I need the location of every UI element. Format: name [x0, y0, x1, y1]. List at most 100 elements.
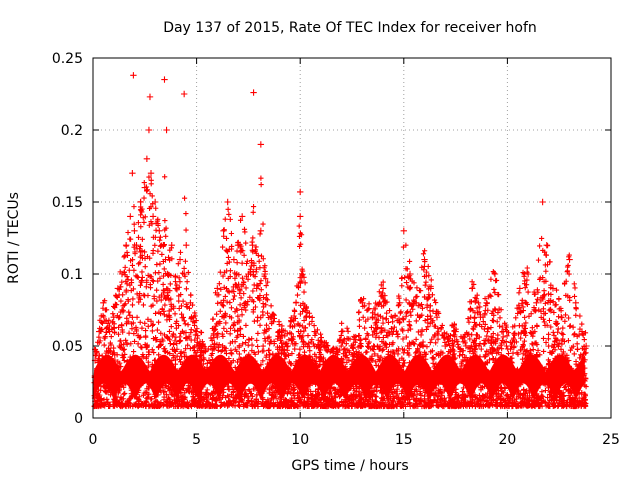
data-point: [114, 285, 122, 292]
data-point: [172, 285, 180, 292]
data-point: [297, 213, 304, 220]
data-point: [122, 242, 130, 249]
data-point: [468, 285, 476, 292]
data-point: [205, 357, 213, 364]
data-point: [276, 328, 283, 335]
y-tick-label: 0.25: [52, 51, 83, 67]
data-point: [284, 342, 291, 350]
data-point: [303, 314, 310, 321]
data-point: [156, 227, 163, 234]
x-tick-label: 20: [498, 432, 516, 448]
data-point: [483, 299, 490, 306]
data-point: [238, 213, 246, 220]
data-point: [168, 242, 175, 249]
data-point: [500, 328, 507, 335]
data-point: [543, 242, 550, 249]
data-point: [250, 89, 257, 96]
data-point: [413, 299, 420, 306]
data-point: [261, 270, 269, 278]
data-point: [442, 342, 449, 350]
data-point: [129, 170, 136, 177]
y-tick-label: 0.2: [61, 123, 83, 139]
data-point: [224, 198, 231, 206]
data-point: [406, 270, 414, 278]
data-point: [151, 198, 159, 206]
data-point: [147, 170, 155, 177]
data-point: [141, 184, 148, 191]
x-tick-label: 5: [192, 432, 201, 448]
data-point: [220, 227, 227, 234]
x-tick-label: 10: [291, 432, 309, 448]
data-point: [400, 227, 407, 234]
data-point: [187, 299, 194, 306]
data-point: [379, 285, 387, 292]
data-point: [146, 93, 154, 101]
data-point: [317, 342, 325, 350]
data-point: [297, 188, 304, 196]
data-point: [508, 342, 515, 350]
data-point: [199, 342, 207, 350]
data-point: [133, 242, 140, 249]
data-point: [292, 299, 300, 306]
data-point: [180, 270, 188, 278]
data-point: [421, 256, 428, 263]
data-point: [253, 285, 260, 292]
data-point: [118, 270, 126, 278]
data-point: [249, 242, 256, 249]
x-tick-label: 25: [602, 432, 620, 448]
data-point: [143, 155, 151, 162]
data-point: [245, 270, 252, 278]
data-point-cloud: [91, 174, 589, 410]
data-point: [161, 76, 168, 83]
data-point: [433, 314, 441, 321]
plot-frame: [92, 57, 612, 419]
data-point: [549, 285, 557, 292]
data-point: [130, 72, 137, 79]
data-point: [193, 328, 200, 335]
roti-dense-band: [93, 354, 586, 401]
data-point: [572, 299, 579, 306]
data-points: [91, 72, 590, 364]
data-point: [257, 141, 265, 148]
data-point: [164, 270, 171, 278]
data-point: [516, 285, 524, 292]
data-point: [160, 242, 167, 249]
data-point: [558, 314, 565, 321]
data-point: [578, 328, 586, 335]
y-tick-label: 0: [74, 411, 83, 427]
data-point: [234, 242, 242, 249]
data-point: [214, 285, 221, 292]
data-point: [176, 256, 184, 263]
data-point: [359, 299, 366, 306]
data-point: [582, 342, 590, 350]
data-point: [462, 342, 470, 350]
data-point: [338, 328, 345, 335]
data-point: [96, 328, 103, 335]
y-axis-label: ROTI / TECUs: [6, 192, 22, 284]
y-tick-label: 0.05: [52, 339, 83, 355]
y-tick-label: 0.15: [52, 195, 83, 211]
x-tick-label: 15: [395, 432, 413, 448]
data-point: [452, 328, 459, 335]
data-point: [390, 328, 397, 335]
data-point: [149, 213, 157, 220]
data-point: [106, 328, 113, 335]
y-axis-ticks: 0 0.05 0.1 0.15 0.2 0.25: [52, 51, 611, 427]
data-point: [145, 126, 153, 134]
x-axis-label: GPS time / hours: [291, 458, 408, 474]
data-point: [311, 328, 318, 335]
data-point: [524, 270, 532, 278]
data-point: [267, 314, 275, 321]
x-axis-ticks: 0 5 10 15 20 25: [89, 58, 620, 448]
data-point: [230, 256, 238, 263]
data-point: [491, 270, 499, 278]
data-point: [180, 90, 188, 98]
data-point: [369, 314, 376, 321]
data-point: [477, 314, 484, 321]
data-point: [328, 357, 335, 364]
data-point: [110, 314, 117, 321]
data-point: [183, 242, 190, 249]
data-point: [539, 198, 546, 206]
y-tick-label: 0.1: [61, 267, 83, 283]
